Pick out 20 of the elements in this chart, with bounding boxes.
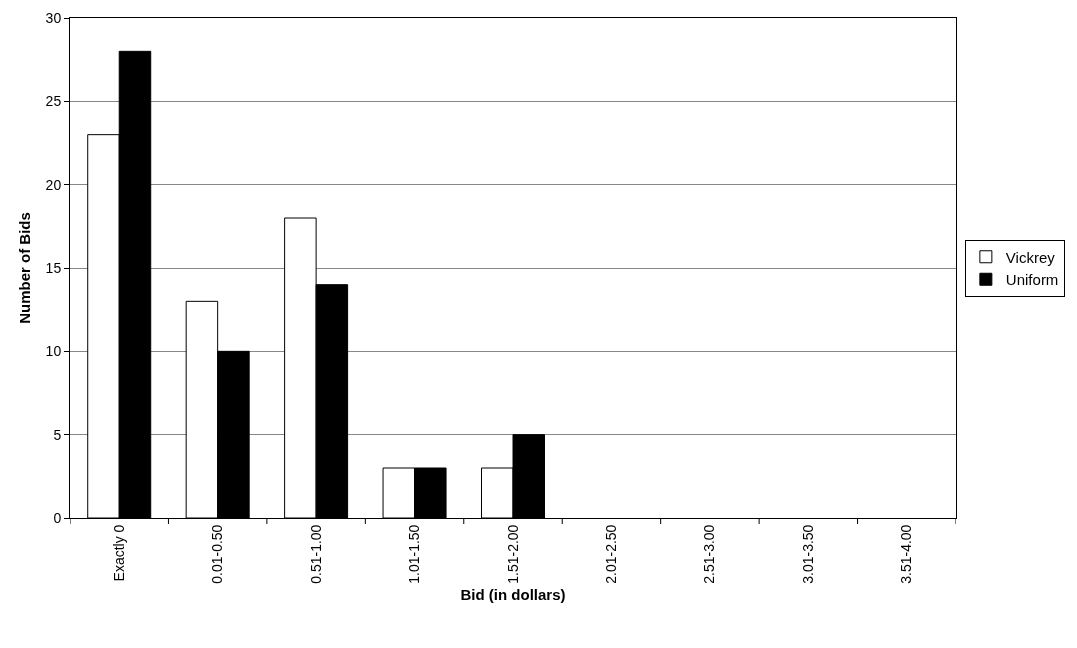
y-tick-label: 5 (53, 426, 62, 443)
legend-label: Uniform (1005, 271, 1059, 289)
x-tick-label: 2.01-2.50 (602, 524, 619, 584)
x-axis-title: Bid (in dollars) (460, 585, 566, 603)
y-tick-label: 15 (45, 259, 62, 276)
x-tick-label: Exactly 0 (110, 524, 127, 582)
x-tick-label: 0.01-0.50 (209, 524, 226, 584)
x-tick-label: 3.01-3.50 (799, 524, 816, 584)
x-tick-label: 1.01-1.50 (406, 524, 423, 584)
y-tick-label: 25 (45, 93, 62, 110)
y-axis-title: Number of Bids (16, 212, 33, 324)
legend-label: Vickrey (1005, 248, 1056, 266)
x-tick-label: 2.51-3.00 (701, 524, 718, 584)
y-tick-label: 10 (45, 343, 62, 360)
y-tick-label: 20 (45, 176, 62, 193)
x-tick-label: 3.51-4.00 (898, 524, 915, 584)
y-tick-label: 0 (53, 509, 62, 526)
y-tick-label: 30 (45, 9, 62, 26)
x-tick-label: 1.51-2.00 (504, 524, 521, 584)
x-tick-label: 0.51-1.00 (307, 524, 324, 584)
